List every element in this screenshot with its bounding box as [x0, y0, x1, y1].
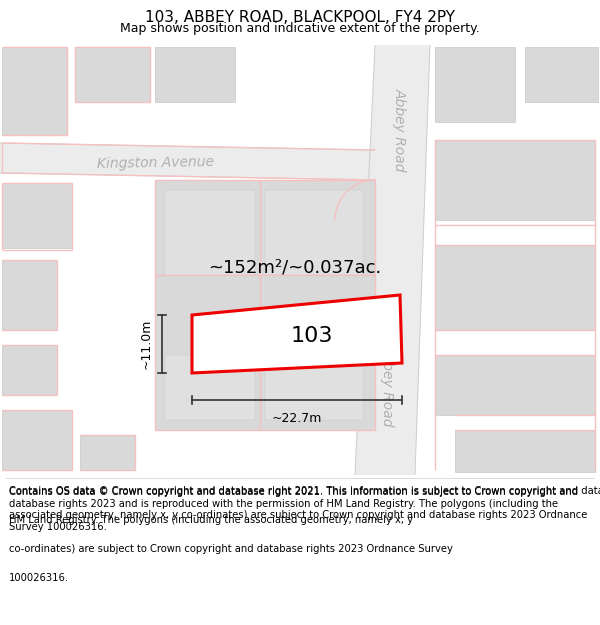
- Text: ~152m²/~0.037ac.: ~152m²/~0.037ac.: [208, 258, 382, 276]
- Text: Contains OS data © Crown copyright and database right 2021. This information is : Contains OS data © Crown copyright and d…: [9, 487, 587, 532]
- Text: Abbey Road: Abbey Road: [393, 88, 407, 172]
- Polygon shape: [355, 45, 430, 475]
- Text: Abbey Road: Abbey Road: [381, 343, 395, 427]
- Bar: [2, 345, 57, 395]
- Text: HM Land Registry. The polygons (including the associated geometry, namely x, y: HM Land Registry. The polygons (includin…: [9, 515, 413, 525]
- Text: 103: 103: [290, 326, 333, 346]
- Bar: [525, 47, 598, 102]
- Text: ~22.7m: ~22.7m: [272, 411, 322, 424]
- Bar: [435, 355, 595, 415]
- Bar: [2, 260, 57, 330]
- Bar: [75, 47, 150, 102]
- Bar: [2, 47, 67, 135]
- Polygon shape: [192, 295, 402, 373]
- Bar: [435, 140, 595, 220]
- Polygon shape: [0, 143, 375, 180]
- Bar: [265, 190, 363, 275]
- Bar: [155, 47, 235, 102]
- Text: co-ordinates) are subject to Crown copyright and database rights 2023 Ordnance S: co-ordinates) are subject to Crown copyr…: [9, 544, 453, 554]
- Bar: [165, 190, 255, 275]
- Bar: [165, 355, 255, 420]
- Bar: [455, 430, 595, 472]
- Text: Map shows position and indicative extent of the property.: Map shows position and indicative extent…: [120, 22, 480, 35]
- Bar: [265, 355, 363, 420]
- Bar: [2, 410, 72, 470]
- Text: Contains OS data © Crown copyright and database right 2021. This information is : Contains OS data © Crown copyright and d…: [9, 486, 600, 496]
- Bar: [155, 180, 375, 430]
- Text: Kingston Avenue: Kingston Avenue: [97, 155, 214, 171]
- Bar: [2, 183, 72, 248]
- Text: 103, ABBEY ROAD, BLACKPOOL, FY4 2PY: 103, ABBEY ROAD, BLACKPOOL, FY4 2PY: [145, 10, 455, 25]
- Bar: [435, 47, 515, 122]
- Text: ~11.0m: ~11.0m: [139, 319, 152, 369]
- Bar: [80, 435, 135, 470]
- Bar: [435, 245, 595, 330]
- Text: 100026316.: 100026316.: [9, 573, 69, 583]
